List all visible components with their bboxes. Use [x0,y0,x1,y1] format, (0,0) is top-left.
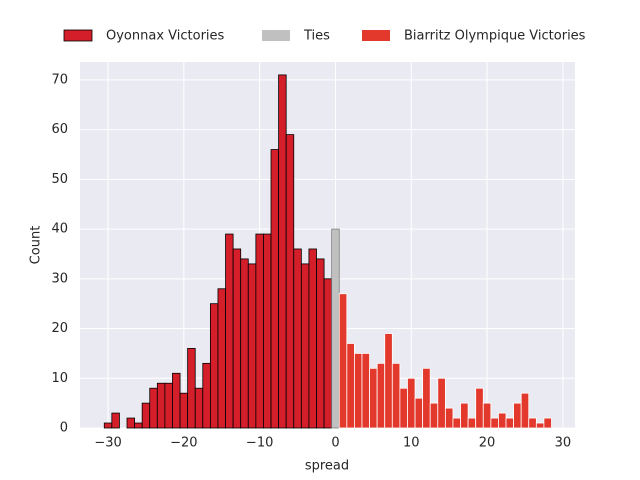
y-axis-label: Count [29,226,44,265]
x-tick-label: −10 [246,436,273,451]
bar [103,422,113,429]
bar [111,412,120,429]
bar [209,303,219,429]
x-tick-label: 0 [331,436,339,451]
bar [475,387,484,429]
x-tick-label: 20 [479,436,496,451]
bar [338,293,348,429]
bar [331,228,340,429]
bar [354,353,363,429]
bar [407,377,416,429]
bar [384,333,393,429]
bar [134,422,143,429]
bar [490,417,499,429]
legend-swatch [362,30,390,41]
bar [346,343,355,429]
bar [308,248,317,429]
bar [270,149,280,429]
y-tick-label: 50 [51,172,68,187]
legend-swatch [63,29,93,42]
bar [460,402,469,429]
bar [444,407,454,429]
bar [414,397,424,429]
bar [126,417,135,429]
legend-swatch [262,30,290,41]
bar [369,367,378,429]
bar [263,233,272,429]
bar [179,392,189,429]
bar [437,377,446,429]
legend-label: Biarritz Olympique Victories [404,29,586,44]
bar [399,387,408,429]
bar [528,417,537,429]
bar [300,263,310,429]
bar [247,263,257,429]
bar [376,362,386,429]
bar [187,348,196,429]
bar [232,248,242,429]
bar [535,422,545,429]
bar [278,74,287,429]
x-tick-label: 30 [555,436,572,451]
bar [225,233,234,429]
y-tick-label: 40 [51,222,68,237]
bar [255,233,264,429]
bar [429,402,439,429]
y-tick-label: 60 [51,122,68,137]
bar [164,382,173,429]
y-tick-label: 0 [60,421,68,436]
x-tick-label: −30 [94,436,121,451]
legend-label: Oyonnax Victories [106,29,225,44]
y-tick-label: 70 [51,72,68,87]
bar [316,258,325,429]
bar [202,362,211,429]
bar [498,412,507,429]
bar [285,134,295,429]
x-axis-label: spread [305,459,349,474]
y-tick-label: 30 [51,271,68,286]
bar [172,372,181,429]
bar [361,353,370,429]
bar [217,288,226,429]
bar [149,387,158,429]
bar [141,402,151,429]
y-tick-label: 20 [51,321,68,336]
bar [452,417,461,429]
bar [543,417,552,429]
y-tick-label: 10 [51,371,68,386]
bar [391,362,401,429]
bar [505,417,514,429]
bar [323,278,333,429]
bar [240,258,249,429]
bar [422,367,431,429]
x-tick-label: −20 [170,436,197,451]
bar [467,417,477,429]
bar [482,402,492,429]
bar [513,402,522,429]
bar [194,387,204,429]
bar [520,392,530,429]
bar [156,382,166,429]
legend-label: Ties [303,29,330,44]
x-tick-label: 10 [403,436,420,451]
bar [293,248,302,429]
